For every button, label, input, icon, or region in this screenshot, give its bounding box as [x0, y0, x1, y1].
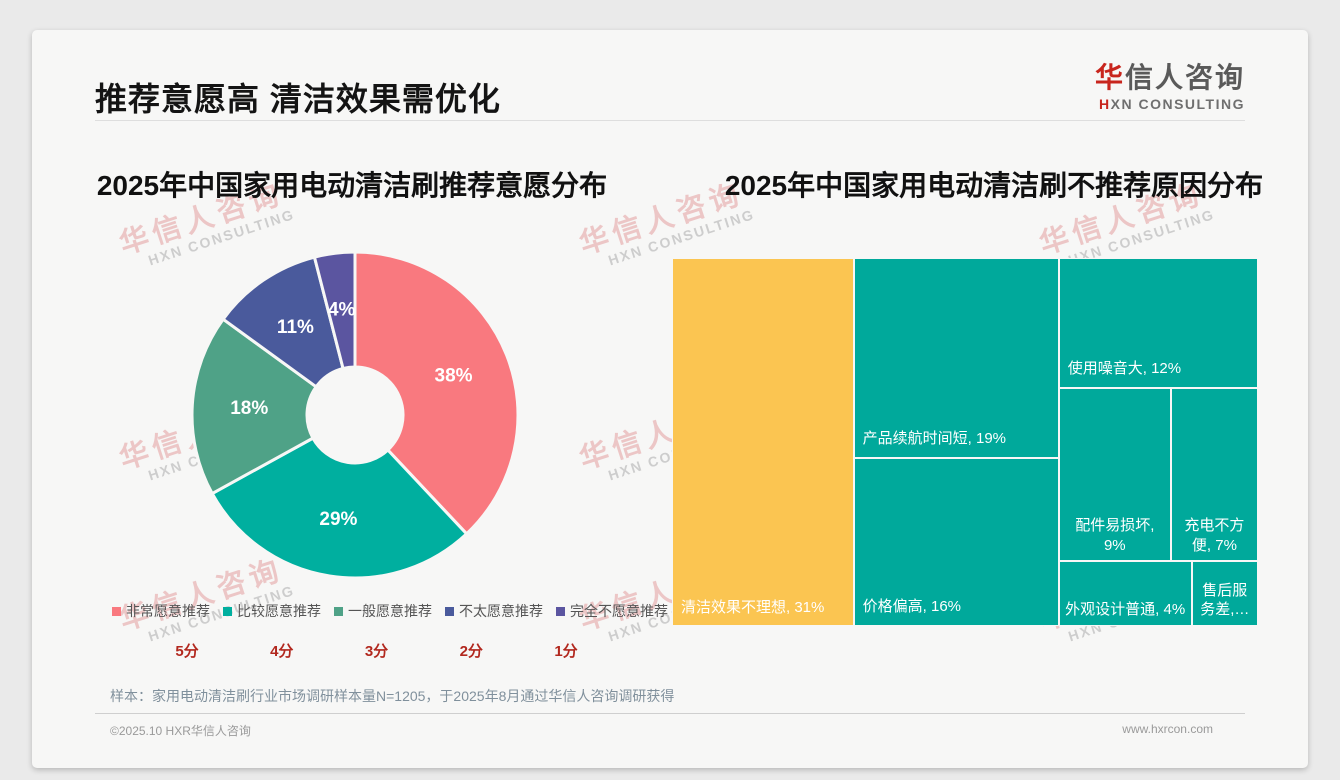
treemap-cell-label: 使用噪音大, 12% — [1067, 360, 1182, 378]
footer-copyright: ©2025.10 HXR华信人咨询 — [110, 724, 251, 738]
treemap-cell: 清洁效果不理想, 31% — [672, 258, 854, 626]
treemap-cell-label: 价格偏高, 16% — [862, 598, 962, 616]
donut-chart: 38% 29% 18% 11% 4% — [190, 250, 520, 580]
logo-cn-text: 信人咨询 — [1124, 62, 1245, 93]
logo-cn-accent: 华 — [1094, 62, 1125, 93]
treemap-cell: 充电不方便, 7% — [1170, 387, 1258, 562]
score-label: 4分 — [270, 643, 294, 660]
legend-item: 比较愿意推荐 — [223, 601, 321, 621]
score-label: 1分 — [554, 643, 578, 660]
donut-slice — [221, 255, 345, 389]
donut-slice — [353, 250, 520, 536]
legend-swatch — [334, 606, 343, 616]
treemap-cell-label: 产品续航时间短, 19% — [862, 430, 1007, 448]
treemap-cell: 产品续航时间短, 19% — [853, 258, 1059, 458]
donut-legend: 非常愿意推荐 比较愿意推荐 一般愿意推荐 不太愿意推荐 完全不愿意推荐 — [70, 601, 710, 621]
treemap-cell-label: 售后服务差,… — [1200, 581, 1250, 619]
sample-note: 样本：家用电动清洁刷行业市场调研样本量N=1205，于2025年8月通过华信人咨… — [110, 688, 675, 704]
donut-slice — [312, 250, 357, 371]
legend-item: 不太愿意推荐 — [445, 601, 543, 621]
footer-divider — [95, 713, 1245, 714]
slide-card: 华信人咨询 HXN CONSULTING 华信人咨询 HXN CONSULTING 华信… — [32, 30, 1308, 768]
treemap-cell-label: 清洁效果不理想, 31% — [681, 598, 825, 616]
legend-label: 不太愿意推荐 — [459, 603, 543, 619]
header-divider — [95, 120, 1245, 121]
treemap-chart-title: 2025年中国家用电动清洁刷不推荐原因分布 — [724, 170, 1264, 201]
treemap-cell-label: 外观设计普通, 4% — [1065, 601, 1186, 619]
logo-en-text: XN CONSULTING — [1110, 96, 1245, 112]
treemap-chart: 清洁效果不理想, 31% 产品续航时间短, 19% 价格偏高, 16% 使用噪音大, … — [672, 258, 1258, 626]
legend-label: 非常愿意推荐 — [126, 603, 210, 619]
treemap-cell-label: 充电不方便, 7% — [1184, 517, 1245, 554]
score-label: 5分 — [175, 643, 199, 660]
treemap-cell: 价格偏高, 16% — [853, 457, 1059, 626]
legend-swatch — [112, 606, 121, 616]
logo-chinese: 华信人咨询 — [1095, 56, 1245, 96]
company-logo: 华信人咨询 HXN CONSULTING — [1095, 56, 1245, 112]
donut-slice-label: 18% — [230, 398, 268, 419]
score-label: 3分 — [364, 643, 389, 660]
score-row: 5分 4分 3分 2分 1分 — [155, 640, 598, 661]
legend-item: 一般愿意推荐 — [334, 601, 432, 621]
logo-en-accent: H — [1099, 96, 1111, 112]
logo-english: HXN CONSULTING — [1095, 96, 1245, 112]
treemap-cell: 售后服务差,… — [1191, 561, 1258, 626]
page-title: 推荐意愿高 清洁效果需优化 — [95, 81, 501, 117]
legend-swatch — [556, 606, 565, 616]
treemap-cell: 使用噪音大, 12% — [1058, 258, 1258, 388]
legend-item: 完全不愿意推荐 — [556, 601, 668, 621]
treemap-cell-label: 配件易损坏, 9% — [1075, 517, 1155, 554]
donut-slice-label: 38% — [435, 365, 473, 386]
legend-label: 完全不愿意推荐 — [570, 603, 668, 619]
score-label: 2分 — [459, 643, 483, 660]
legend-swatch — [445, 606, 454, 616]
legend-label: 比较愿意推荐 — [237, 603, 321, 619]
donut-slice-label: 4% — [328, 299, 356, 320]
footer-website: www.hxrcon.com — [1122, 722, 1213, 736]
donut-slice — [210, 436, 469, 580]
donut-slice-label: 11% — [277, 317, 314, 338]
treemap-cell: 外观设计普通, 4% — [1058, 561, 1192, 626]
legend-label: 一般愿意推荐 — [348, 603, 432, 619]
legend-item: 非常愿意推荐 — [112, 601, 210, 621]
donut-slice — [190, 317, 318, 496]
donut-slice-label: 29% — [319, 509, 357, 530]
donut-chart-title: 2025年中国家用电动清洁刷推荐意愿分布 — [96, 170, 608, 201]
legend-swatch — [223, 606, 232, 616]
treemap-cell: 配件易损坏, 9% — [1058, 387, 1171, 562]
